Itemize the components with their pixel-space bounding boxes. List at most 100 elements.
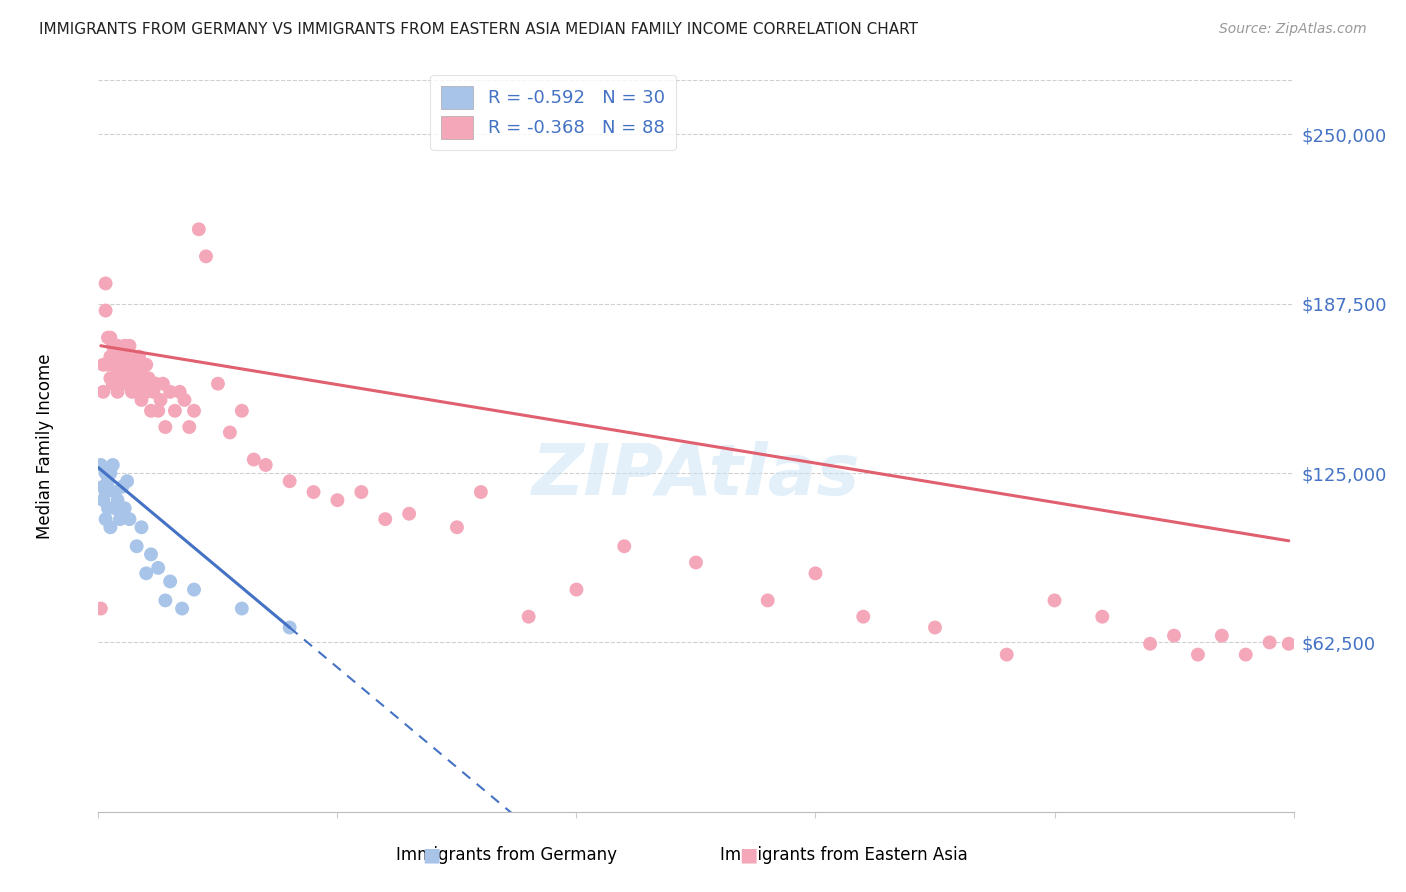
Point bbox=[135, 566, 157, 581]
Point bbox=[278, 474, 301, 488]
Point bbox=[135, 358, 157, 372]
Point bbox=[94, 512, 117, 526]
Point bbox=[98, 466, 122, 480]
Point bbox=[115, 350, 138, 364]
Point bbox=[107, 366, 129, 380]
Point bbox=[131, 520, 153, 534]
Point bbox=[104, 350, 127, 364]
Point bbox=[115, 376, 138, 391]
Point bbox=[995, 648, 1018, 662]
Legend: R = -0.592   N = 30, R = -0.368   N = 88: R = -0.592 N = 30, R = -0.368 N = 88 bbox=[430, 75, 676, 150]
Point bbox=[613, 539, 636, 553]
Point bbox=[97, 331, 120, 345]
Point bbox=[101, 339, 124, 353]
Text: ■: ■ bbox=[422, 845, 441, 864]
Point bbox=[135, 384, 157, 399]
Point bbox=[398, 507, 420, 521]
Point bbox=[115, 474, 138, 488]
Point bbox=[169, 384, 191, 399]
Point bbox=[183, 404, 205, 418]
Point bbox=[132, 376, 155, 391]
Point bbox=[91, 480, 114, 494]
Point bbox=[139, 376, 162, 391]
Point bbox=[145, 376, 167, 391]
Point bbox=[179, 420, 201, 434]
Point bbox=[128, 350, 150, 364]
Point bbox=[114, 339, 136, 353]
Point bbox=[101, 458, 124, 472]
Point bbox=[121, 384, 143, 399]
Point bbox=[91, 493, 114, 508]
Point bbox=[219, 425, 242, 440]
Point bbox=[124, 358, 146, 372]
Point bbox=[159, 574, 181, 589]
Point bbox=[97, 358, 120, 372]
Point bbox=[125, 539, 148, 553]
Point bbox=[97, 474, 120, 488]
Point bbox=[111, 480, 134, 494]
Text: ■: ■ bbox=[738, 845, 758, 864]
Point bbox=[148, 561, 170, 575]
Point bbox=[139, 547, 162, 561]
Point bbox=[97, 501, 120, 516]
Point bbox=[121, 366, 143, 380]
Point bbox=[111, 358, 134, 372]
Point bbox=[131, 392, 153, 407]
Point bbox=[94, 485, 117, 500]
Text: Median Family Income: Median Family Income bbox=[35, 353, 53, 539]
Point bbox=[231, 404, 253, 418]
Point bbox=[446, 520, 468, 534]
Point bbox=[108, 350, 131, 364]
Point bbox=[804, 566, 827, 581]
Point bbox=[107, 384, 129, 399]
Text: IMMIGRANTS FROM GERMANY VS IMMIGRANTS FROM EASTERN ASIA MEDIAN FAMILY INCOME COR: IMMIGRANTS FROM GERMANY VS IMMIGRANTS FR… bbox=[39, 22, 918, 37]
Point bbox=[159, 384, 181, 399]
Point bbox=[108, 376, 131, 391]
Point bbox=[101, 358, 124, 372]
Point bbox=[517, 609, 540, 624]
Point bbox=[243, 452, 266, 467]
Point bbox=[1234, 648, 1257, 662]
Point bbox=[1187, 648, 1209, 662]
Point bbox=[183, 582, 205, 597]
Point bbox=[1278, 637, 1301, 651]
Point bbox=[1211, 629, 1233, 643]
Point bbox=[139, 404, 162, 418]
Point bbox=[114, 501, 136, 516]
Point bbox=[98, 331, 122, 345]
Text: Immigrants from Germany: Immigrants from Germany bbox=[395, 846, 617, 863]
Point bbox=[142, 384, 165, 399]
Point bbox=[125, 384, 148, 399]
Point bbox=[90, 458, 112, 472]
Point bbox=[924, 620, 946, 634]
Point bbox=[104, 485, 127, 500]
Point bbox=[1163, 629, 1185, 643]
Point bbox=[756, 593, 779, 607]
Text: Source: ZipAtlas.com: Source: ZipAtlas.com bbox=[1219, 22, 1367, 37]
Point bbox=[118, 512, 141, 526]
Point bbox=[1091, 609, 1114, 624]
Point bbox=[94, 277, 117, 291]
Point bbox=[107, 493, 129, 508]
Point bbox=[98, 371, 122, 385]
Text: ZIPAtlas: ZIPAtlas bbox=[531, 441, 860, 509]
Point bbox=[1139, 637, 1161, 651]
Point bbox=[155, 593, 177, 607]
Point bbox=[94, 303, 117, 318]
Point bbox=[91, 358, 114, 372]
Point bbox=[302, 485, 325, 500]
Point bbox=[118, 339, 141, 353]
Point bbox=[128, 376, 150, 391]
Point bbox=[107, 339, 129, 353]
Point bbox=[254, 458, 277, 472]
Text: Immigrants from Eastern Asia: Immigrants from Eastern Asia bbox=[720, 846, 967, 863]
Point bbox=[148, 404, 170, 418]
Point bbox=[108, 512, 131, 526]
Point bbox=[1043, 593, 1066, 607]
Point bbox=[101, 376, 124, 391]
Point bbox=[374, 512, 396, 526]
Point bbox=[104, 371, 127, 385]
Point bbox=[152, 376, 174, 391]
Point bbox=[90, 601, 112, 615]
Point bbox=[173, 392, 195, 407]
